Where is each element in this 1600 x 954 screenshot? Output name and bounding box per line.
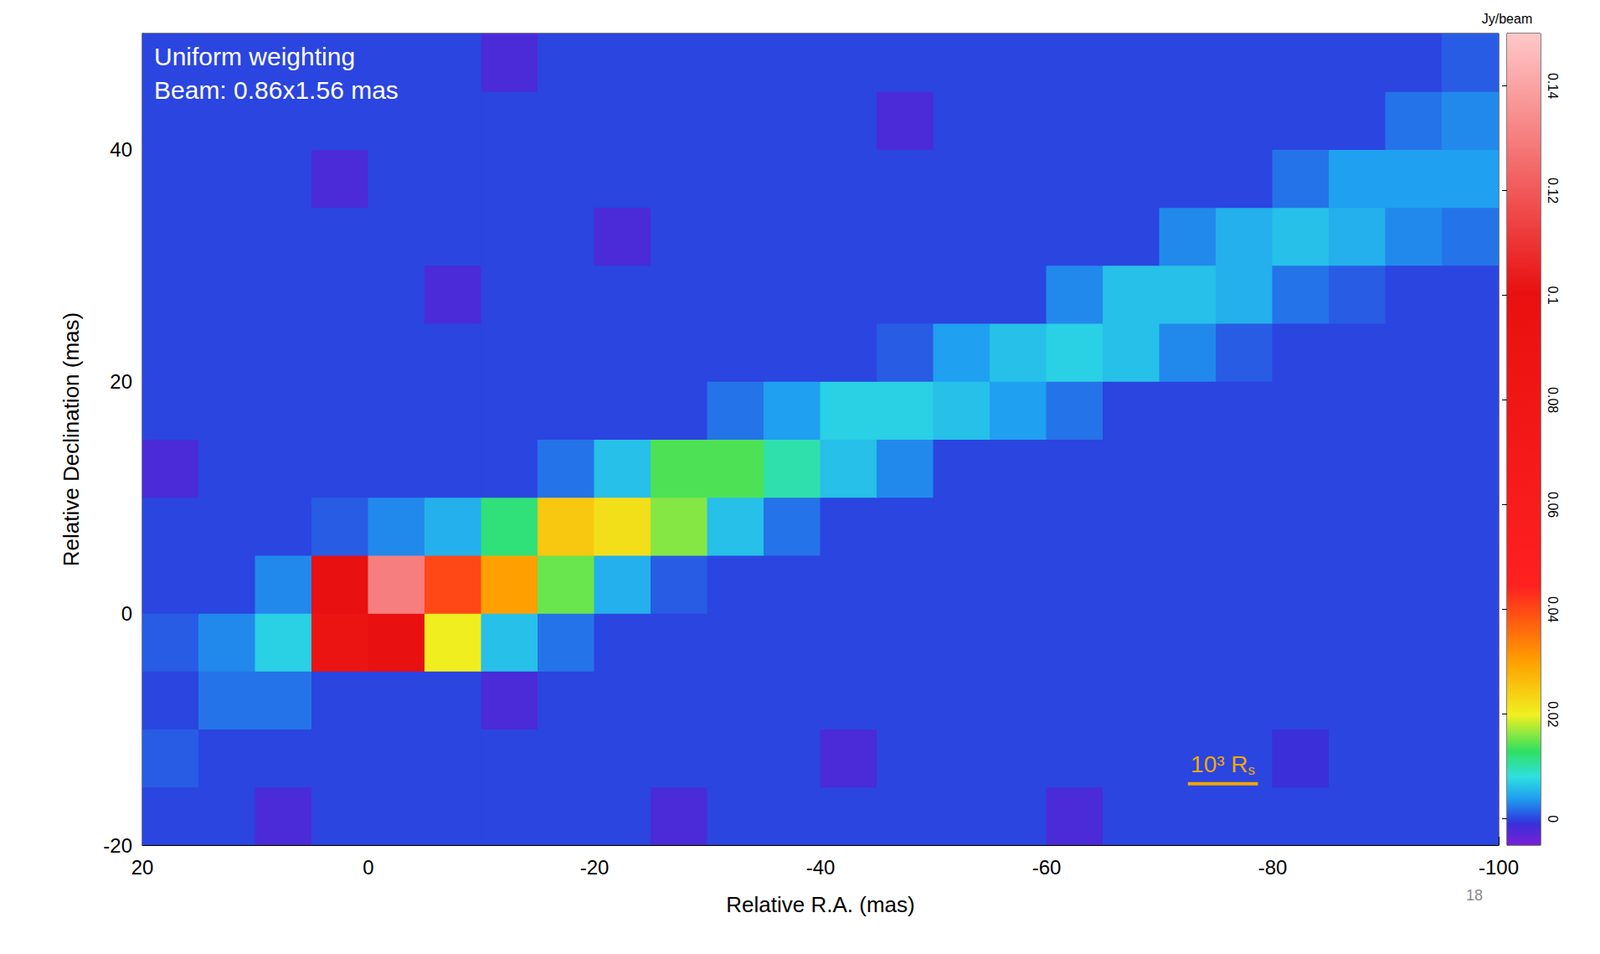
svg-text:0: 0 — [362, 855, 374, 879]
svg-text:0.02: 0.02 — [1545, 700, 1560, 727]
svg-text:Relative Declination (mas): Relative Declination (mas) — [58, 312, 84, 566]
svg-text:0: 0 — [121, 601, 133, 625]
svg-text:0.08: 0.08 — [1545, 386, 1560, 413]
svg-text:Relative R.A. (mas): Relative R.A. (mas) — [725, 891, 915, 917]
svg-text:-100: -100 — [1478, 855, 1519, 879]
svg-text:18: 18 — [1466, 886, 1483, 904]
svg-text:10³ R: 10³ R — [1190, 751, 1248, 777]
svg-text:s: s — [1248, 761, 1256, 778]
svg-text:Uniform weighting: Uniform weighting — [154, 42, 355, 71]
svg-text:-80: -80 — [1258, 855, 1288, 879]
svg-text:0: 0 — [1545, 814, 1560, 823]
svg-text:0.12: 0.12 — [1545, 177, 1560, 204]
svg-text:0.1: 0.1 — [1545, 285, 1560, 304]
svg-text:Beam: 0.86x1.56 mas: Beam: 0.86x1.56 mas — [154, 76, 399, 104]
svg-text:0.14: 0.14 — [1545, 72, 1560, 99]
svg-text:0.06: 0.06 — [1545, 491, 1560, 518]
svg-text:Jy/beam: Jy/beam — [1481, 11, 1533, 26]
svg-text:0.04: 0.04 — [1545, 596, 1560, 623]
svg-text:-20: -20 — [102, 833, 133, 857]
svg-text:20: 20 — [131, 855, 155, 879]
svg-text:40: 40 — [109, 138, 133, 161]
svg-text:-40: -40 — [806, 855, 836, 879]
svg-text:-60: -60 — [1032, 855, 1062, 879]
svg-text:20: 20 — [109, 370, 133, 393]
svg-text:-20: -20 — [580, 855, 610, 879]
